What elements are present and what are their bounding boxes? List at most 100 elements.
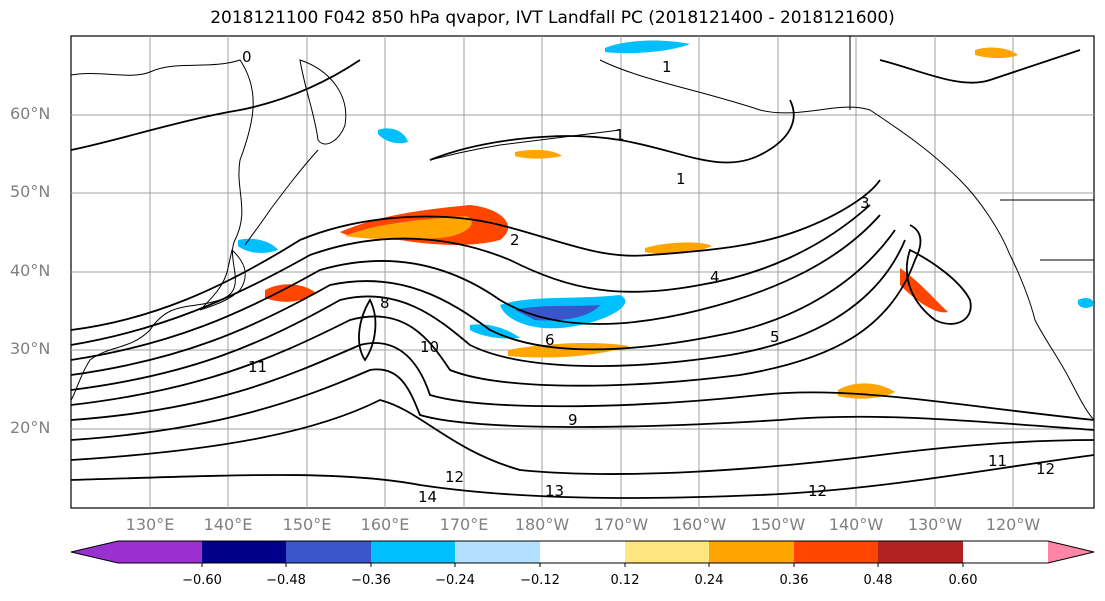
colorbar-segment — [540, 541, 625, 563]
positive-anomaly-patch — [265, 284, 315, 302]
lon-label: 150°W — [750, 515, 806, 534]
contour-label: 12 — [808, 482, 827, 500]
lon-label: 120°W — [985, 515, 1041, 534]
colorbar — [71, 541, 1094, 567]
contour-line — [70, 214, 881, 361]
colorbar-tick-label: 0.36 — [779, 573, 809, 588]
contour-line — [70, 399, 1095, 475]
contour-label: 13 — [545, 482, 564, 500]
japan-coastline — [199, 249, 246, 311]
contour-label: 10 — [420, 338, 439, 356]
lon-label: 160°W — [671, 515, 727, 534]
contour-line — [70, 229, 896, 376]
map-title: 2018121100 F042 850 hPa qvapor, IVT Land… — [210, 8, 895, 28]
colorbar-tick-label: 0.48 — [863, 573, 893, 588]
colorbar-tick-label: 0.24 — [694, 573, 724, 588]
alaska-coastline — [599, 59, 1011, 256]
colorbar-extend-max — [1048, 541, 1094, 563]
contour-line — [70, 368, 1095, 441]
contour-label: 12 — [1036, 460, 1055, 478]
contour-line — [70, 342, 1095, 421]
lat-label: 60°N — [10, 104, 51, 123]
lon-label: 140°E — [203, 515, 253, 534]
colorbar-tick-label: −0.24 — [435, 573, 475, 588]
positive-anomaly-patch — [508, 343, 630, 358]
colorbar-segment — [118, 541, 202, 563]
positive-anomaly-patch — [900, 268, 948, 313]
contour-label: 9 — [568, 411, 578, 429]
colorbar-tick-label: −0.36 — [351, 573, 391, 588]
coastlines — [70, 36, 1095, 421]
colorbar-tick-label: 0.12 — [610, 573, 640, 588]
contour-label: 6 — [545, 331, 555, 349]
contour-line — [429, 99, 795, 164]
kamchatka-coastline — [299, 59, 347, 145]
canada-border — [849, 36, 1094, 261]
lat-label: 40°N — [10, 261, 51, 280]
lon-label: 180°W — [514, 515, 570, 534]
colorbar-outline — [70, 540, 1095, 564]
kuril-islands — [244, 149, 319, 246]
negative-anomaly-patch — [238, 238, 278, 253]
contour-line — [879, 49, 1081, 84]
colorbar-segment — [202, 541, 286, 563]
contour-labels: 0 1 1 1 2 3 4 5 6 8 9 10 11 12 14 13 12 … — [242, 48, 1055, 506]
colorbar-segment — [371, 541, 455, 563]
colorbar-tick-label: −0.12 — [520, 573, 560, 588]
lon-label: 160°E — [360, 515, 410, 534]
lon-label: 150°E — [282, 515, 332, 534]
contour-label: 2 — [510, 231, 520, 249]
colorbar-segment — [455, 541, 540, 563]
positive-anomaly-patch — [975, 47, 1018, 59]
contour-label: 12 — [445, 468, 464, 486]
contour-label: 1 — [676, 170, 686, 188]
contour-label: 8 — [380, 294, 390, 312]
colorbar-tick-label: −0.60 — [182, 573, 222, 588]
lon-label: 170°W — [593, 515, 649, 534]
colorbar-segment — [794, 541, 878, 563]
contour-line — [905, 248, 972, 325]
colorbar-segment — [878, 541, 963, 563]
positive-anomaly-patch — [515, 149, 562, 159]
lon-label: 130°E — [125, 515, 175, 534]
colorbar-tick-label: 0.60 — [948, 573, 978, 588]
negative-anomaly-patch — [378, 128, 408, 144]
contour-line — [70, 239, 906, 391]
lon-label: 140°W — [828, 515, 884, 534]
colorbar-extend-min — [71, 541, 118, 563]
negative-anomaly-patch — [1078, 297, 1094, 308]
contour-line — [70, 179, 881, 331]
contour-label: 11 — [248, 358, 267, 376]
contour-line — [70, 204, 871, 346]
north-america-coast — [1009, 254, 1095, 421]
colorbar-segment — [286, 541, 371, 563]
positive-anomaly-patch — [345, 216, 472, 240]
contour-label: 4 — [710, 268, 720, 286]
contour-line — [70, 59, 361, 151]
contour-label: 3 — [860, 194, 870, 212]
contour-label: 0 — [242, 48, 252, 66]
contour-label: 1 — [615, 126, 625, 144]
asia-coastline — [70, 59, 254, 401]
colorbar-segment — [625, 541, 709, 563]
lon-label: 130°W — [907, 515, 963, 534]
aleutian-chain — [429, 129, 621, 161]
lat-label: 50°N — [10, 182, 51, 201]
contour-label: 11 — [988, 452, 1007, 470]
negative-anomaly-patch — [605, 40, 690, 54]
ivt-contours — [70, 49, 1095, 499]
anomaly-shading — [238, 40, 1094, 399]
colorbar-segment — [709, 541, 794, 563]
colorbar-tick-label: −0.48 — [266, 573, 306, 588]
lon-label: 170°E — [439, 515, 489, 534]
lat-label: 20°N — [10, 418, 51, 437]
contour-label: 1 — [662, 58, 672, 76]
contour-line — [70, 454, 1095, 499]
contour-label: 14 — [418, 488, 437, 506]
contour-label: 5 — [770, 328, 780, 346]
contour-line — [358, 298, 377, 362]
contour-line — [70, 224, 922, 406]
graticule — [71, 36, 1094, 508]
lat-label: 30°N — [10, 339, 51, 358]
